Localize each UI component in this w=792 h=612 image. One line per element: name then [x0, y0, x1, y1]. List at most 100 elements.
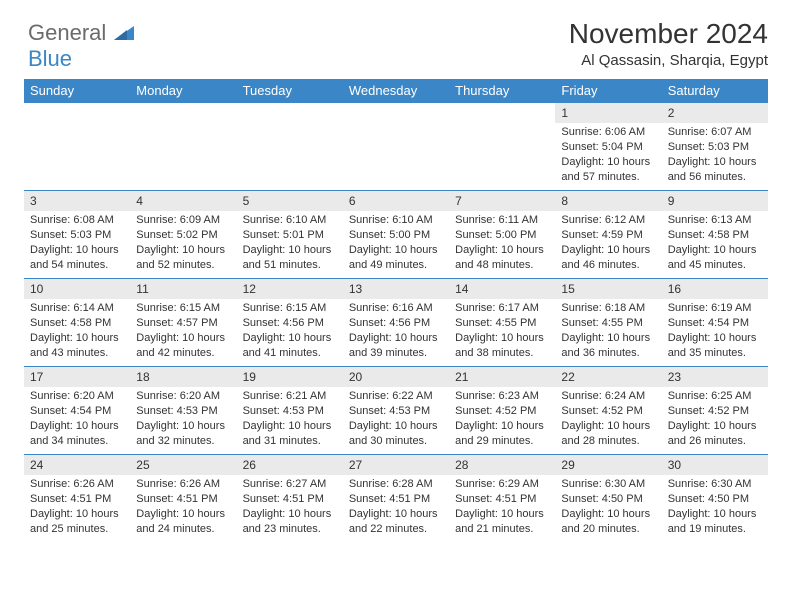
daylight-line: Daylight: 10 hours and 23 minutes.: [243, 507, 337, 537]
sunrise-line: Sunrise: 6:10 AM: [349, 213, 443, 228]
sunset-line: Sunset: 5:02 PM: [136, 228, 230, 243]
sunrise-line: Sunrise: 6:20 AM: [30, 389, 124, 404]
weekday-header: Tuesday: [237, 79, 343, 103]
sunset-line: Sunset: 4:51 PM: [349, 492, 443, 507]
sunrise-line: Sunrise: 6:26 AM: [136, 477, 230, 492]
day-number: 18: [130, 367, 236, 387]
calendar-cell: 4Sunrise: 6:09 AMSunset: 5:02 PMDaylight…: [130, 191, 236, 279]
sunrise-line: Sunrise: 6:30 AM: [561, 477, 655, 492]
daylight-line: Daylight: 10 hours and 51 minutes.: [243, 243, 337, 273]
day-info: Sunrise: 6:21 AMSunset: 4:53 PMDaylight:…: [237, 387, 343, 452]
day-number: 12: [237, 279, 343, 299]
sunrise-line: Sunrise: 6:20 AM: [136, 389, 230, 404]
day-info: Sunrise: 6:13 AMSunset: 4:58 PMDaylight:…: [662, 211, 768, 276]
brand-part2: Blue: [28, 46, 72, 71]
sunset-line: Sunset: 4:56 PM: [243, 316, 337, 331]
sunrise-line: Sunrise: 6:10 AM: [243, 213, 337, 228]
sunset-line: Sunset: 5:01 PM: [243, 228, 337, 243]
calendar-cell: [343, 103, 449, 191]
daylight-line: Daylight: 10 hours and 19 minutes.: [668, 507, 762, 537]
sunrise-line: Sunrise: 6:09 AM: [136, 213, 230, 228]
day-info: Sunrise: 6:30 AMSunset: 4:50 PMDaylight:…: [555, 475, 661, 540]
daylight-line: Daylight: 10 hours and 25 minutes.: [30, 507, 124, 537]
sunrise-line: Sunrise: 6:14 AM: [30, 301, 124, 316]
calendar-cell: 19Sunrise: 6:21 AMSunset: 4:53 PMDayligh…: [237, 367, 343, 455]
calendar-cell: 10Sunrise: 6:14 AMSunset: 4:58 PMDayligh…: [24, 279, 130, 367]
calendar-cell: [130, 103, 236, 191]
sunset-line: Sunset: 5:04 PM: [561, 140, 655, 155]
sunset-line: Sunset: 4:56 PM: [349, 316, 443, 331]
day-number: 1: [555, 103, 661, 123]
calendar-cell: 11Sunrise: 6:15 AMSunset: 4:57 PMDayligh…: [130, 279, 236, 367]
calendar-cell: 15Sunrise: 6:18 AMSunset: 4:55 PMDayligh…: [555, 279, 661, 367]
sunrise-line: Sunrise: 6:19 AM: [668, 301, 762, 316]
sunset-line: Sunset: 5:03 PM: [30, 228, 124, 243]
daylight-line: Daylight: 10 hours and 52 minutes.: [136, 243, 230, 273]
daylight-line: Daylight: 10 hours and 57 minutes.: [561, 155, 655, 185]
day-info: Sunrise: 6:08 AMSunset: 5:03 PMDaylight:…: [24, 211, 130, 276]
calendar-cell: 5Sunrise: 6:10 AMSunset: 5:01 PMDaylight…: [237, 191, 343, 279]
day-info: Sunrise: 6:22 AMSunset: 4:53 PMDaylight:…: [343, 387, 449, 452]
calendar-cell: 29Sunrise: 6:30 AMSunset: 4:50 PMDayligh…: [555, 455, 661, 543]
sunset-line: Sunset: 4:55 PM: [455, 316, 549, 331]
sunrise-line: Sunrise: 6:16 AM: [349, 301, 443, 316]
sunset-line: Sunset: 4:52 PM: [561, 404, 655, 419]
sunrise-line: Sunrise: 6:15 AM: [243, 301, 337, 316]
weekday-header: Thursday: [449, 79, 555, 103]
calendar-cell: 6Sunrise: 6:10 AMSunset: 5:00 PMDaylight…: [343, 191, 449, 279]
daylight-line: Daylight: 10 hours and 20 minutes.: [561, 507, 655, 537]
daylight-line: Daylight: 10 hours and 35 minutes.: [668, 331, 762, 361]
calendar-cell: 18Sunrise: 6:20 AMSunset: 4:53 PMDayligh…: [130, 367, 236, 455]
day-number: 15: [555, 279, 661, 299]
sunrise-line: Sunrise: 6:07 AM: [668, 125, 762, 140]
sunset-line: Sunset: 4:52 PM: [455, 404, 549, 419]
day-number: 30: [662, 455, 768, 475]
sunset-line: Sunset: 4:53 PM: [243, 404, 337, 419]
calendar-cell: 23Sunrise: 6:25 AMSunset: 4:52 PMDayligh…: [662, 367, 768, 455]
daylight-line: Daylight: 10 hours and 41 minutes.: [243, 331, 337, 361]
day-info: Sunrise: 6:15 AMSunset: 4:56 PMDaylight:…: [237, 299, 343, 364]
calendar-cell: 17Sunrise: 6:20 AMSunset: 4:54 PMDayligh…: [24, 367, 130, 455]
daylight-line: Daylight: 10 hours and 26 minutes.: [668, 419, 762, 449]
day-info: Sunrise: 6:29 AMSunset: 4:51 PMDaylight:…: [449, 475, 555, 540]
daylight-line: Daylight: 10 hours and 39 minutes.: [349, 331, 443, 361]
sunset-line: Sunset: 4:52 PM: [668, 404, 762, 419]
sunrise-line: Sunrise: 6:11 AM: [455, 213, 549, 228]
calendar-row: 10Sunrise: 6:14 AMSunset: 4:58 PMDayligh…: [24, 279, 768, 367]
sunset-line: Sunset: 4:53 PM: [136, 404, 230, 419]
header-right: November 2024 Al Qassasin, Sharqia, Egyp…: [24, 18, 768, 69]
sunrise-line: Sunrise: 6:25 AM: [668, 389, 762, 404]
day-info: Sunrise: 6:10 AMSunset: 5:01 PMDaylight:…: [237, 211, 343, 276]
sunset-line: Sunset: 4:58 PM: [30, 316, 124, 331]
sunrise-line: Sunrise: 6:23 AM: [455, 389, 549, 404]
day-number: 27: [343, 455, 449, 475]
day-info: Sunrise: 6:30 AMSunset: 4:50 PMDaylight:…: [662, 475, 768, 540]
sunrise-line: Sunrise: 6:30 AM: [668, 477, 762, 492]
day-number: 28: [449, 455, 555, 475]
calendar-cell: [237, 103, 343, 191]
brand-logo: General Blue: [28, 20, 134, 72]
weekday-header: Saturday: [662, 79, 768, 103]
day-number: 10: [24, 279, 130, 299]
calendar-cell: 27Sunrise: 6:28 AMSunset: 4:51 PMDayligh…: [343, 455, 449, 543]
sunset-line: Sunset: 4:57 PM: [136, 316, 230, 331]
calendar-cell: [24, 103, 130, 191]
day-info: Sunrise: 6:14 AMSunset: 4:58 PMDaylight:…: [24, 299, 130, 364]
daylight-line: Daylight: 10 hours and 49 minutes.: [349, 243, 443, 273]
sunset-line: Sunset: 4:51 PM: [243, 492, 337, 507]
calendar-cell: 22Sunrise: 6:24 AMSunset: 4:52 PMDayligh…: [555, 367, 661, 455]
daylight-line: Daylight: 10 hours and 56 minutes.: [668, 155, 762, 185]
daylight-line: Daylight: 10 hours and 21 minutes.: [455, 507, 549, 537]
day-info: Sunrise: 6:11 AMSunset: 5:00 PMDaylight:…: [449, 211, 555, 276]
sunset-line: Sunset: 4:54 PM: [668, 316, 762, 331]
sunset-line: Sunset: 5:00 PM: [455, 228, 549, 243]
sunset-line: Sunset: 4:55 PM: [561, 316, 655, 331]
day-info: Sunrise: 6:17 AMSunset: 4:55 PMDaylight:…: [449, 299, 555, 364]
daylight-line: Daylight: 10 hours and 48 minutes.: [455, 243, 549, 273]
day-info: Sunrise: 6:20 AMSunset: 4:54 PMDaylight:…: [24, 387, 130, 452]
calendar-cell: 20Sunrise: 6:22 AMSunset: 4:53 PMDayligh…: [343, 367, 449, 455]
sunrise-line: Sunrise: 6:18 AM: [561, 301, 655, 316]
calendar-cell: 26Sunrise: 6:27 AMSunset: 4:51 PMDayligh…: [237, 455, 343, 543]
daylight-line: Daylight: 10 hours and 22 minutes.: [349, 507, 443, 537]
calendar-cell: 16Sunrise: 6:19 AMSunset: 4:54 PMDayligh…: [662, 279, 768, 367]
